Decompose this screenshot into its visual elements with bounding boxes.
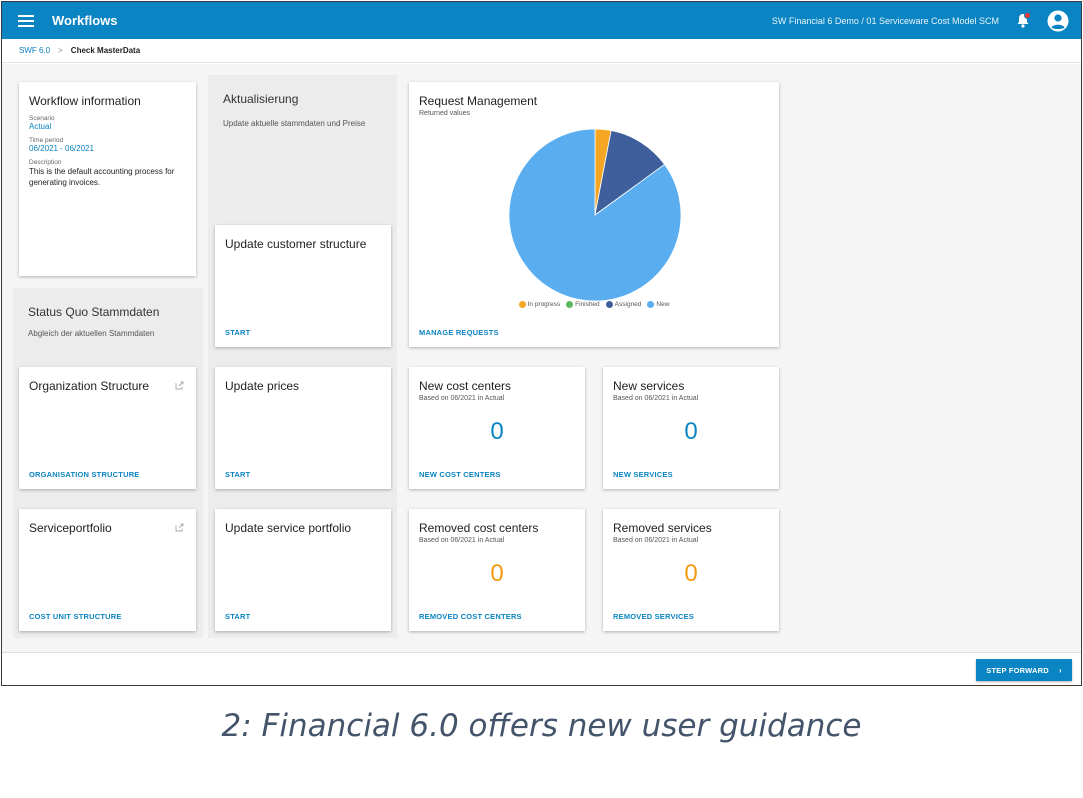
card-subtitle: Based on 06/2021 in Actual xyxy=(419,537,505,544)
card-title: New cost centers xyxy=(419,379,512,393)
new-cost-centers-link[interactable]: NEW COST CENTERS xyxy=(419,470,501,479)
card-title: New services xyxy=(613,379,685,393)
pie-slice-assigned xyxy=(594,130,666,216)
update-prices-card[interactable]: Update prices START xyxy=(215,367,391,489)
status-quo-title: Status Quo Stammdaten xyxy=(28,305,160,319)
organisation-structure-link[interactable]: ORGANISATION STRUCTURE xyxy=(29,470,140,479)
legend-label: New xyxy=(656,301,670,308)
metric-value: 0 xyxy=(684,560,698,587)
app-bar: Workflows SW Financial 6 Demo / 01 Servi… xyxy=(2,2,1081,39)
legend-item-assigned[interactable]: Assigned xyxy=(605,301,642,308)
account-icon[interactable] xyxy=(1047,10,1069,32)
menu-button[interactable] xyxy=(8,2,44,39)
removed-services-card[interactable]: Removed services Based on 06/2021 in Act… xyxy=(603,509,779,631)
card-subtitle: Based on 06/2021 in Actual xyxy=(613,537,699,544)
card-title: Update prices xyxy=(225,379,300,393)
card-title: Update customer structure xyxy=(225,237,367,251)
update-service-portfolio-card[interactable]: Update service portfolio START xyxy=(215,509,391,631)
card-title: Removed cost centers xyxy=(419,521,539,535)
legend-label: Finished xyxy=(575,301,600,308)
notifications-button[interactable] xyxy=(1013,11,1033,31)
breadcrumb-separator: > xyxy=(58,46,63,55)
legend-swatch xyxy=(566,301,574,308)
legend-label: Assigned xyxy=(614,301,642,308)
time-period-label: Time period xyxy=(29,137,64,144)
description-label: Description xyxy=(29,159,62,166)
request-management-title: Request Management xyxy=(419,94,538,108)
pie-slice-new xyxy=(509,129,681,301)
footer-bar: STEP FORWARD › xyxy=(2,652,1081,685)
hamburger-icon xyxy=(18,14,34,27)
aktualisierung-description: Update aktuelle stammdaten und Preise xyxy=(223,119,366,128)
new-services-link[interactable]: NEW SERVICES xyxy=(613,470,673,479)
notification-badge xyxy=(1024,11,1031,19)
step-forward-label: STEP FORWARD xyxy=(986,665,1049,675)
app-title: Workflows xyxy=(52,13,118,28)
card-title: Organization Structure xyxy=(29,379,150,393)
app-window: Workflows SW Financial 6 Demo / 01 Servi… xyxy=(1,1,1082,686)
open-external-icon[interactable] xyxy=(175,381,184,390)
removed-cost-centers-link[interactable]: REMOVED COST CENTERS xyxy=(419,612,522,621)
workflow-info-title: Workflow information xyxy=(29,94,141,108)
request-management-card: Request Management Returned values In pr… xyxy=(409,82,779,347)
serviceportfolio-card[interactable]: Serviceportfolio COST UNIT STRUCTURE xyxy=(19,509,196,631)
breadcrumb-item-swf[interactable]: SWF 6.0 xyxy=(19,46,51,55)
card-title: Serviceportfolio xyxy=(29,521,112,535)
breadcrumb-item-current: Check MasterData xyxy=(70,46,141,55)
legend-swatch xyxy=(647,301,655,308)
start-button[interactable]: START xyxy=(225,470,251,479)
description-value: This is the default accounting process f… xyxy=(29,167,175,187)
figure-caption: 2: Financial 6.0 offers new user guidanc… xyxy=(221,708,862,744)
update-customer-structure-card[interactable]: Update customer structure START xyxy=(215,225,391,347)
legend-swatch xyxy=(605,301,613,308)
step-forward-button[interactable]: STEP FORWARD › xyxy=(976,659,1072,681)
scenario-value: Actual xyxy=(29,122,52,131)
card-subtitle: Based on 06/2021 in Actual xyxy=(613,395,699,402)
new-services-card[interactable]: New services Based on 06/2021 in Actual … xyxy=(603,367,779,489)
legend-item-in-progress[interactable]: In progress xyxy=(518,301,561,308)
context-selector[interactable]: SW Financial 6 Demo / 01 Serviceware Cos… xyxy=(771,15,999,26)
workflow-info-card: Workflow information Scenario Actual Tim… xyxy=(19,82,196,276)
pie-legend: In progress Finished Assigned New xyxy=(409,301,779,308)
time-period-value: 06/2021 - 06/2021 xyxy=(29,144,94,153)
metric-value: 0 xyxy=(490,418,504,445)
breadcrumb: SWF 6.0 > Check MasterData xyxy=(2,39,1081,63)
card-title: Update service portfolio xyxy=(225,521,352,535)
legend-label: In progress xyxy=(527,301,561,308)
chevron-right-icon: › xyxy=(1058,665,1062,675)
legend-item-new[interactable]: New xyxy=(647,301,669,308)
metric-value: 0 xyxy=(684,418,698,445)
removed-services-link[interactable]: REMOVED SERVICES xyxy=(613,612,694,621)
status-quo-description: Abgleich der aktuellen Stammdaten xyxy=(28,329,155,338)
start-button[interactable]: START xyxy=(225,328,251,337)
start-button[interactable]: START xyxy=(225,612,251,621)
legend-swatch xyxy=(518,301,526,308)
workflow-dashboard: Workflow information Scenario Actual Tim… xyxy=(2,64,1081,652)
request-management-subtitle: Returned values xyxy=(419,110,470,117)
aktualisierung-title: Aktualisierung xyxy=(223,92,299,106)
scenario-label: Scenario xyxy=(29,115,55,122)
metric-value: 0 xyxy=(490,560,504,587)
organization-structure-card[interactable]: Organization Structure ORGANISATION STRU… xyxy=(19,367,196,489)
open-external-icon[interactable] xyxy=(175,523,184,532)
new-cost-centers-card[interactable]: New cost centers Based on 06/2021 in Act… xyxy=(409,367,585,489)
cost-unit-structure-link[interactable]: COST UNIT STRUCTURE xyxy=(29,612,122,621)
request-status-pie-chart xyxy=(509,129,681,301)
manage-requests-link[interactable]: MANAGE REQUESTS xyxy=(419,328,499,337)
card-title: Removed services xyxy=(613,521,712,535)
legend-item-finished[interactable]: Finished xyxy=(566,301,600,308)
card-subtitle: Based on 06/2021 in Actual xyxy=(419,395,505,402)
removed-cost-centers-card[interactable]: Removed cost centers Based on 06/2021 in… xyxy=(409,509,585,631)
